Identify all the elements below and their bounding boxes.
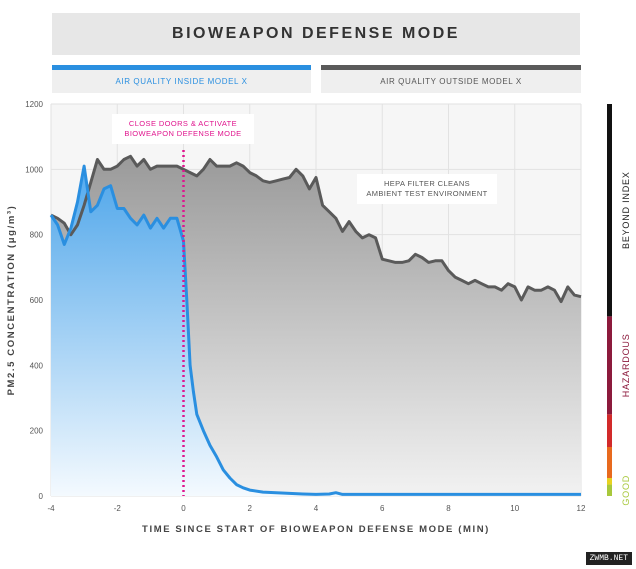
x-tick-label: 10 (510, 504, 519, 513)
x-tick-label: 0 (181, 504, 186, 513)
axis-labels: TIME SINCE START OF BIOWEAPON DEFENSE MO… (6, 205, 490, 535)
annotation-text: BIOWEAPON DEFENSE MODE (124, 129, 241, 138)
aqi-label: HAZARDOUS (621, 333, 631, 397)
y-tick-label: 1000 (25, 165, 43, 174)
annotation-text: CLOSE DOORS & ACTIVATE (129, 119, 237, 128)
y-tick-label: 0 (39, 492, 44, 501)
y-axis-label: PM2.5 CONCENTRATION (μg/m³) (6, 205, 17, 396)
aqi-band (607, 478, 612, 485)
aqi-band (607, 414, 612, 447)
legend-outside-label: AIR QUALITY OUTSIDE MODEL X (380, 76, 522, 86)
aqi-band (607, 484, 612, 496)
aqi-label: BEYOND INDEX (621, 171, 631, 249)
legend-inside-swatch (52, 65, 311, 70)
y-tick-label: 1200 (25, 100, 43, 109)
annotation-box (357, 174, 497, 204)
x-tick-label: -2 (114, 504, 122, 513)
aqi-label: GOOD (621, 475, 631, 506)
aqi-scale: GOOD HAZARDOUS BEYOND INDEX (607, 104, 631, 506)
legend-outside: AIR QUALITY OUTSIDE MODEL X (321, 65, 581, 93)
series-lines (49, 154, 582, 496)
x-tick-label: 8 (446, 504, 451, 513)
annotation-text: HEPA FILTER CLEANS (384, 179, 470, 188)
legend-inside: AIR QUALITY INSIDE MODEL X (52, 65, 311, 93)
aqi-band (607, 104, 612, 317)
series-line-inside (49, 164, 581, 496)
annotation-text: AMBIENT TEST ENVIRONMENT (366, 189, 487, 198)
x-tick-label: 6 (380, 504, 385, 513)
aqi-band (607, 316, 612, 415)
x-tick-label: 4 (314, 504, 319, 513)
aqi-band (607, 447, 612, 479)
y-tick-label: 400 (30, 361, 44, 370)
legend-inside-label: AIR QUALITY INSIDE MODEL X (115, 76, 248, 86)
x-tick-label: -4 (47, 504, 55, 513)
legend-outside-swatch (321, 65, 581, 70)
x-tick-label: 2 (248, 504, 253, 513)
watermark: ZWMB.NET (585, 552, 632, 565)
x-axis-label: TIME SINCE START OF BIOWEAPON DEFENSE MO… (142, 524, 490, 535)
x-tick-label: 12 (577, 504, 586, 513)
y-tick-label: 800 (30, 231, 44, 240)
y-tick-label: 200 (30, 427, 44, 436)
annotation-box (112, 114, 254, 144)
axis-ticks: -4 -2 0 2 4 6 8 10 12 0 200 400 600 800 1000 1200 (25, 100, 586, 513)
series-line-outside (50, 154, 582, 304)
chart-title: BIOWEAPON DEFENSE MODE (52, 13, 580, 55)
y-tick-label: 600 (30, 296, 44, 305)
